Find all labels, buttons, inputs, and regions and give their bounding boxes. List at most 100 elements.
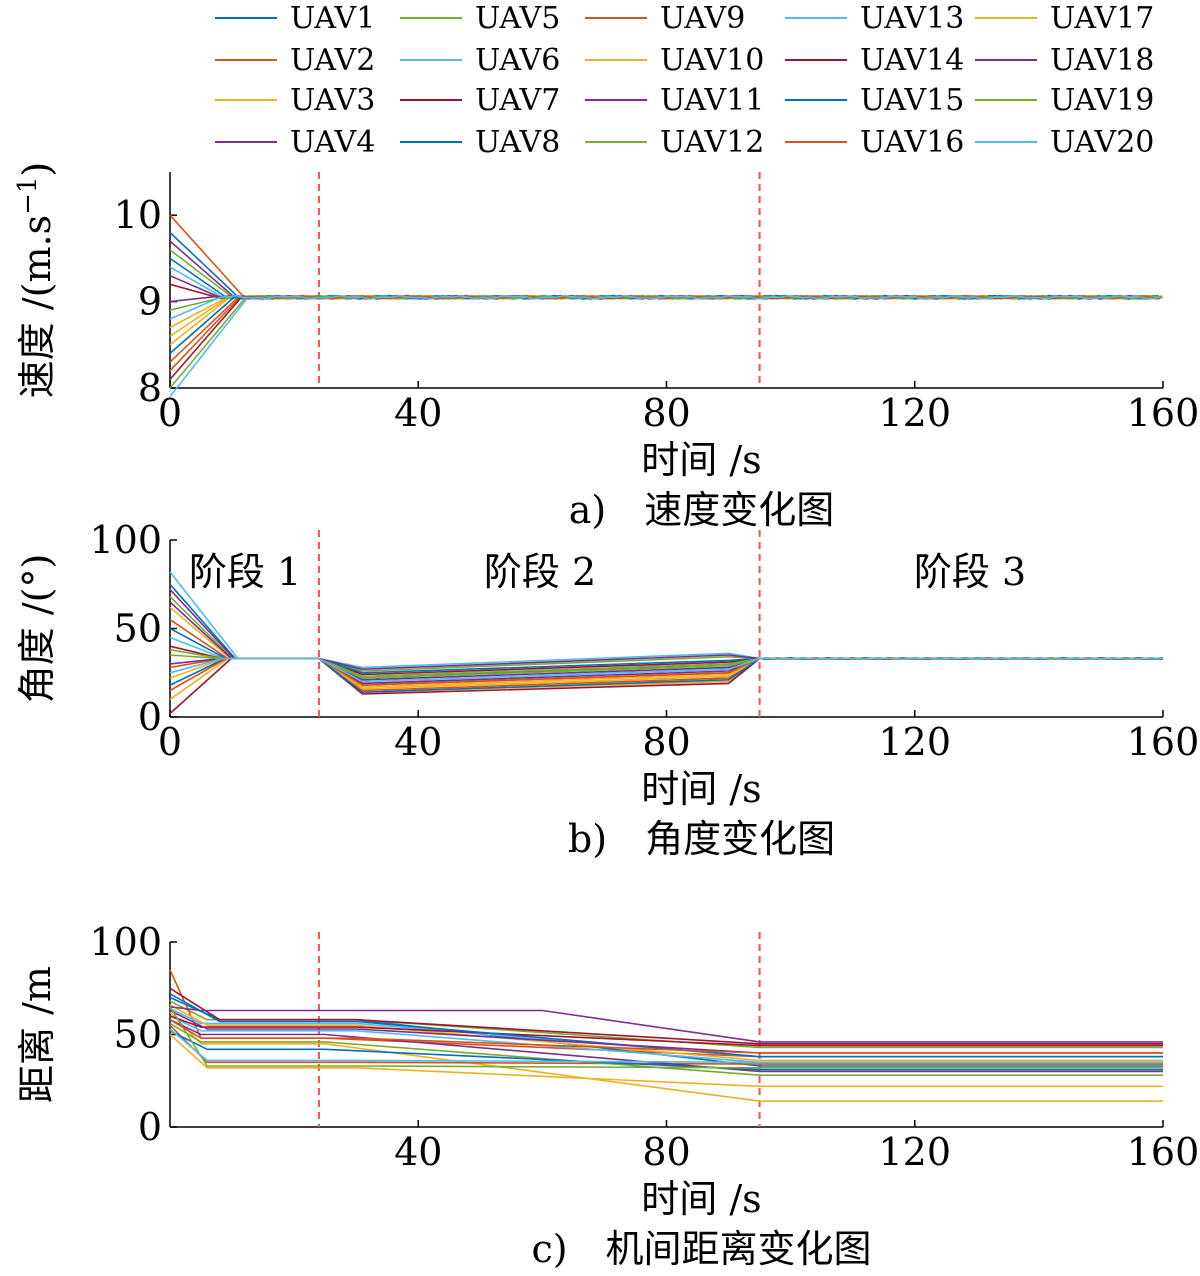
legend-label: UAV2: [290, 43, 375, 78]
x-tick-label: 40: [394, 1130, 442, 1174]
y-tick-label: 50: [114, 1013, 162, 1057]
x-axis-label: 时间 /s: [641, 1177, 761, 1221]
legend-label: UAV4: [290, 125, 375, 160]
legend-label: UAV18: [1050, 43, 1154, 78]
y-axis-label-close: ): [15, 162, 59, 177]
series-line-uav19: [169, 1022, 1163, 1076]
x-tick-label: 120: [878, 1130, 951, 1174]
x-tick-label: 40: [394, 391, 442, 435]
legend-label: UAV16: [860, 125, 964, 160]
series-line-uav20: [169, 657, 1164, 683]
legend-item: UAV11: [585, 83, 764, 118]
legend-label: UAV5: [475, 1, 560, 36]
series-line-uav16: [169, 1019, 1163, 1054]
y-tick-label: 10: [114, 193, 162, 237]
legend-label: UAV1: [290, 1, 375, 36]
y-tick-label: 8: [138, 366, 162, 410]
legend-item: UAV20: [975, 125, 1154, 160]
stage-label: 阶段 1: [189, 550, 301, 594]
x-tick-label: 160: [1127, 1130, 1200, 1174]
angle-panel: 0 40 80 120 160 0 50 100 时间 /s b) 角度变化图 角度 /(°) 阶段 …: [15, 518, 1199, 861]
legend-item: UAV13: [785, 1, 964, 36]
y-axis-label: 距离 /m: [15, 966, 59, 1103]
series-line-uav2: [169, 294, 1156, 372]
legend-label: UAV13: [860, 1, 964, 36]
y-axis-label: 速度 /(m.s−1): [13, 162, 59, 398]
legend-label: UAV20: [1050, 125, 1154, 160]
y-axis-label-text: 速度 /(m.s: [15, 215, 59, 398]
y-tick-label: 0: [138, 1105, 162, 1149]
legend-label: UAV6: [475, 43, 560, 78]
legend-label: UAV8: [475, 125, 560, 160]
legend-label: UAV12: [660, 125, 764, 160]
x-tick-label: 120: [878, 720, 951, 764]
legend-item: UAV2: [215, 43, 375, 78]
panel-caption: b) 角度变化图: [568, 817, 835, 861]
series-line-uav20: [169, 294, 1160, 320]
legend-item: UAV6: [400, 43, 560, 78]
legend-item: UAV16: [785, 125, 964, 160]
series-line-uav14: [169, 987, 1163, 1045]
panel-caption: c) 机间距离变化图: [531, 1227, 871, 1271]
x-tick-label: 120: [878, 391, 951, 435]
series-line-uav11: [169, 1006, 1163, 1043]
x-axis-label: 时间 /s: [641, 438, 761, 482]
x-tick-label: 160: [1127, 391, 1200, 435]
legend-item: UAV12: [585, 125, 764, 160]
stage-label: 阶段 3: [914, 550, 1026, 594]
y-axis-label-text: 角度 /(°): [15, 554, 59, 704]
distance-panel: 40 80 120 160 0 50 100 时间 /s c) 机间距离变化图 距离 /m: [15, 920, 1199, 1271]
series-line-uav17: [169, 1011, 1163, 1102]
series-line-uav12: [169, 1006, 1163, 1069]
x-tick-label: 80: [642, 1130, 690, 1174]
x-tick-label: 0: [158, 391, 182, 435]
y-tick-label: 100: [89, 518, 162, 562]
panel-caption: a) 速度变化图: [569, 488, 834, 532]
legend-item: UAV15: [785, 83, 964, 118]
legend-item: UAV18: [975, 43, 1154, 78]
legend-item: UAV17: [975, 1, 1154, 36]
legend-item: UAV1: [215, 1, 375, 36]
x-tick-label: 80: [642, 391, 690, 435]
legend-label: UAV11: [660, 83, 764, 118]
x-tick-label: 40: [394, 720, 442, 764]
y-axis-label-superscript: −1: [13, 177, 43, 215]
y-axis-label: 角度 /(°): [15, 554, 59, 704]
x-axis-label: 时间 /s: [641, 767, 761, 811]
legend-label: UAV19: [1050, 83, 1154, 118]
speed-panel: 0 40 80 120 160 8 9 10 时间 /s a) 速度变化图 速度 /(m.s−1): [13, 162, 1199, 532]
x-tick-label: 0: [158, 720, 182, 764]
legend-label: UAV14: [860, 43, 964, 78]
series-line-uav8: [169, 1030, 1163, 1071]
y-tick-label: 0: [138, 695, 162, 739]
series-line-uav15: [169, 993, 1163, 1058]
series-line-uav10: [169, 1033, 1163, 1088]
y-axis-label-text: 距离 /m: [15, 966, 59, 1103]
series-line-uav3: [169, 1004, 1163, 1062]
y-tick-label: 50: [114, 607, 162, 651]
legend-label: UAV9: [660, 1, 745, 36]
legend-item: UAV3: [215, 83, 375, 118]
legend: UAV1 UAV5 UAV9 UAV13 UAV17 UAV2 UAV6 UAV10 UAV14…: [215, 1, 1154, 160]
stage-label: 阶段 2: [484, 550, 596, 594]
legend-item: UAV9: [585, 1, 745, 36]
series-line-uav16: [169, 214, 1160, 300]
legend-label: UAV7: [475, 83, 560, 118]
y-tick-label: 9: [138, 280, 162, 324]
y-tick-label: 100: [89, 920, 162, 964]
legend-item: UAV7: [400, 83, 560, 118]
series-line-uav20: [169, 1028, 1163, 1064]
legend-item: UAV10: [585, 43, 764, 78]
legend-label: UAV3: [290, 83, 375, 118]
legend-item: UAV19: [975, 83, 1154, 118]
series-line-uav1: [169, 231, 1161, 300]
legend-label: UAV10: [660, 43, 764, 78]
legend-item: UAV14: [785, 43, 964, 78]
x-tick-label: 80: [642, 720, 690, 764]
x-tick-label: 160: [1127, 720, 1200, 764]
legend-label: UAV15: [860, 83, 964, 118]
legend-label: UAV17: [1050, 1, 1154, 36]
series-line-uav7: [169, 1015, 1163, 1047]
legend-item: UAV4: [215, 125, 375, 160]
